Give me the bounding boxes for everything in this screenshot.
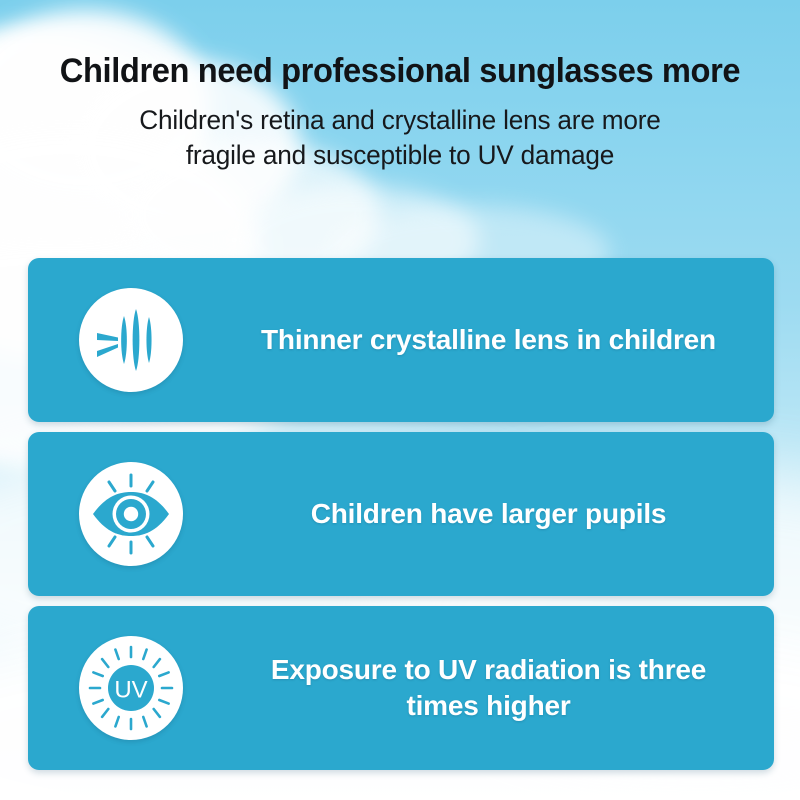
- feature-text-line-1: Thinner crystalline lens in children: [261, 323, 716, 355]
- uv-sun-icon: UV: [87, 644, 175, 732]
- eye-pupil-icon: [88, 471, 174, 557]
- uv-icon-label: UV: [114, 677, 147, 704]
- subtitle-line-1: Children's retina and crystalline lens a…: [139, 105, 661, 136]
- feature-text-line-1: Children have larger pupils: [310, 497, 667, 529]
- icon-container: [28, 288, 233, 392]
- feature-card-list: Thinner crystalline lens in children: [28, 258, 774, 770]
- subtitle-line-2: fragile and susceptible to UV damage: [185, 140, 615, 171]
- crystalline-lens-icon: [92, 301, 170, 379]
- icon-container: [28, 462, 233, 566]
- icon-circle-background: [78, 462, 183, 566]
- icon-circle-background: UV: [78, 636, 183, 740]
- feature-card-larger-pupils[interactable]: Children have larger pupils: [28, 432, 774, 596]
- feature-text-line-1: Exposure to UV radiation is three: [270, 653, 707, 685]
- page-subtitle: Children's retina and crystalline lens a…: [12, 90, 788, 173]
- feature-card-text: Exposure to UV radiation is three times …: [233, 652, 774, 725]
- icon-circle-background: [78, 288, 183, 392]
- feature-card-text: Children have larger pupils: [233, 496, 774, 532]
- feature-card-thinner-lens[interactable]: Thinner crystalline lens in children: [28, 258, 774, 422]
- feature-card-text: Thinner crystalline lens in children: [233, 322, 774, 358]
- feature-text-line-2: times higher: [406, 690, 571, 721]
- header-block: Children need professional sunglasses mo…: [0, 0, 800, 173]
- feature-card-uv-exposure[interactable]: UV Exposure to UV radiation is three tim…: [28, 606, 774, 770]
- icon-container: UV: [28, 636, 233, 740]
- page-title: Children need professional sunglasses mo…: [59, 52, 741, 90]
